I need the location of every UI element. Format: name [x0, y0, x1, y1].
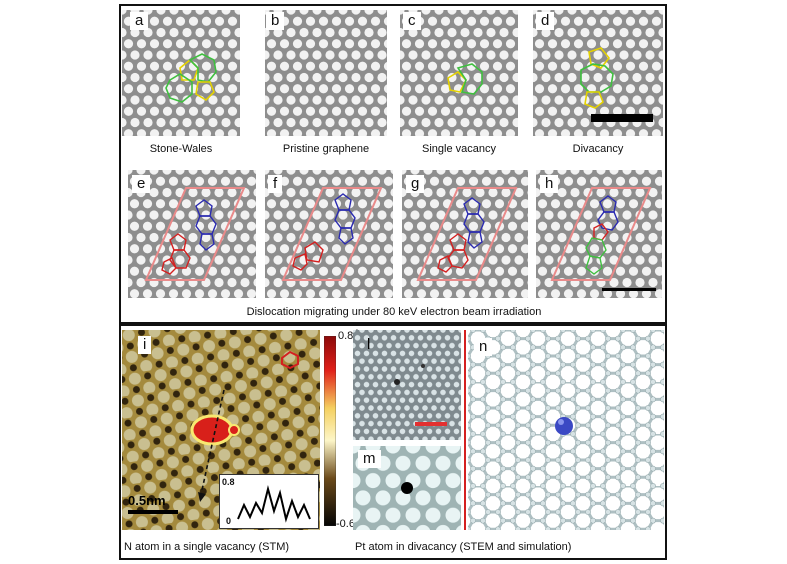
top-panel-frame	[119, 4, 667, 324]
caption-b: Pristine graphene	[282, 143, 370, 155]
pt-atom-dark	[401, 482, 413, 494]
supercell-rhombus	[281, 187, 383, 281]
supercell-rhombus	[550, 187, 652, 281]
panel-c-image	[400, 10, 518, 136]
caption-c: Single vacancy	[422, 143, 496, 155]
supercell-rhombus	[144, 187, 246, 281]
line-profile-inset	[219, 474, 319, 529]
inset-y-bottom: 0	[226, 516, 232, 526]
panel-label-b: b	[266, 12, 285, 30]
colorbar	[324, 336, 336, 526]
panel-label-e: e	[132, 175, 151, 193]
caption-i: N atom in a single vacancy (STM)	[124, 541, 290, 553]
pentagon-outline	[584, 91, 604, 109]
caption-a: Stone-Wales	[149, 143, 213, 155]
caption-d: Divacancy	[572, 143, 624, 155]
panel-label-i: i	[138, 336, 152, 354]
hexagon-marker	[281, 350, 299, 370]
panel-a-image	[122, 10, 240, 136]
panel-label-g: g	[406, 175, 425, 193]
panel-l-image	[353, 330, 461, 440]
scale-bar	[602, 288, 656, 291]
inset-y-top: 0.8	[222, 477, 235, 487]
panel-n-image	[468, 330, 664, 530]
pt-atom-bright	[394, 379, 400, 385]
panel-label-n: n	[474, 338, 493, 356]
pentagon-outline	[179, 58, 199, 81]
panel-f-image	[265, 170, 393, 298]
pentagon-outline	[447, 70, 467, 93]
panel-label-m: m	[358, 450, 381, 468]
panel-label-a: a	[130, 12, 149, 30]
panel-label-d: d	[536, 12, 555, 30]
n-atom-bright-spot	[190, 414, 234, 446]
octagon-outline	[580, 63, 614, 93]
panel-label-l: l	[367, 336, 371, 353]
panel-label-h: h	[540, 175, 559, 193]
panel-label-c: c	[403, 12, 421, 30]
heptagon-outline	[456, 63, 483, 95]
caption-lmn: Pt atom in divacancy (STEM and simulatio…	[355, 541, 572, 553]
pt-atom-model	[555, 417, 573, 435]
scale-bar	[591, 114, 653, 122]
line-profile-arrow	[201, 389, 225, 491]
scale-bar-red	[415, 422, 447, 426]
pentagon-outline	[195, 81, 215, 102]
heptagon-outline	[188, 53, 217, 83]
panel-b-image	[265, 10, 387, 136]
scale-bar	[128, 510, 178, 514]
heptagon-outline	[165, 73, 193, 103]
supercell-rhombus	[416, 187, 518, 281]
scale-label: 0.5nm	[128, 493, 166, 508]
divider-line	[464, 330, 466, 530]
panel-d-image	[533, 10, 663, 136]
panel-label-f: f	[268, 175, 283, 193]
profile-curve	[237, 485, 311, 523]
caption-row2: Dislocation migrating under 80 keV elect…	[246, 306, 542, 318]
bottom-panel-frame	[119, 324, 667, 560]
pentagon-outline	[588, 47, 611, 69]
